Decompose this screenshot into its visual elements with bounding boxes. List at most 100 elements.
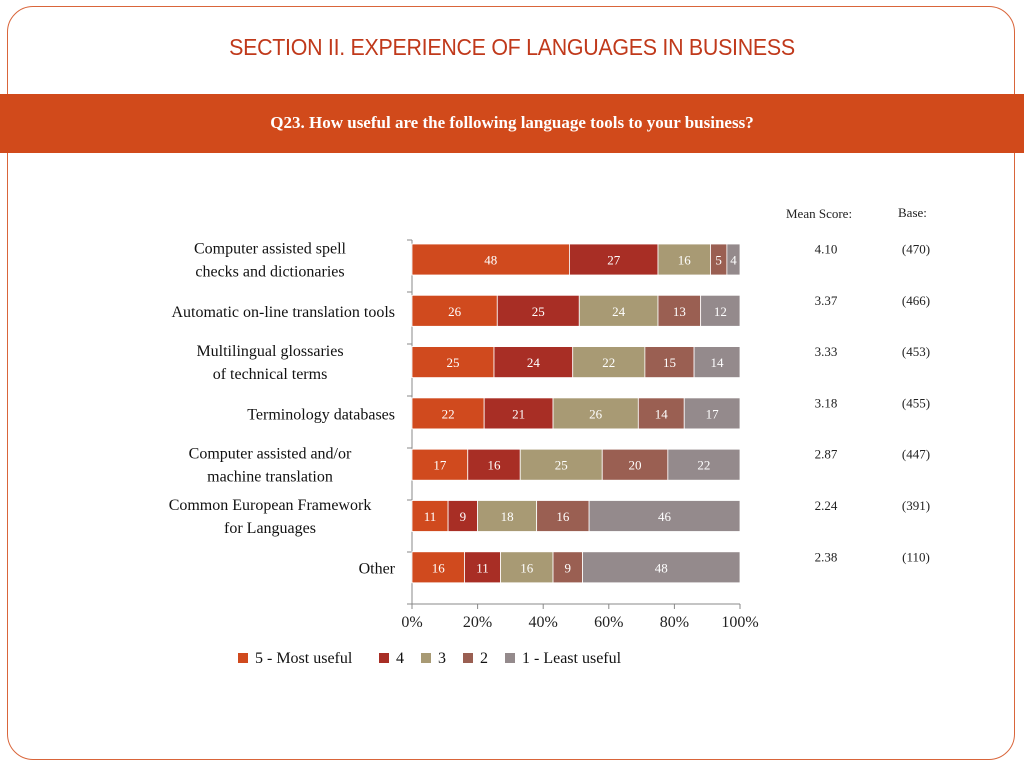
bar-value-label: 9 xyxy=(565,560,572,575)
bar-segment xyxy=(411,243,570,276)
bar-segment xyxy=(644,346,695,379)
bar-value-label: 21 xyxy=(512,406,525,421)
x-tick-label: 0% xyxy=(401,614,422,631)
legend-swatch xyxy=(463,653,473,663)
x-tick-label: 100% xyxy=(721,614,758,631)
bar-segment xyxy=(411,551,465,584)
bar-value-label: 11 xyxy=(476,560,489,575)
category-label: Common European Framework xyxy=(169,497,372,514)
bar-segment xyxy=(552,551,583,584)
bar-value-label: 4 xyxy=(730,253,737,268)
bar-value-label: 17 xyxy=(433,458,447,473)
bar-segment xyxy=(726,243,741,276)
bar-segment xyxy=(667,448,741,481)
bar-segment xyxy=(464,551,501,584)
bar-value-label: 27 xyxy=(607,253,621,268)
base-header: Base: xyxy=(898,205,927,220)
category-label: Multilingual glossaries xyxy=(196,343,343,360)
bar-segment xyxy=(496,294,580,327)
bar-value-label: 26 xyxy=(589,406,603,421)
bar-value-label: 12 xyxy=(714,304,727,319)
bar-value-label: 16 xyxy=(556,509,570,524)
bar-segment xyxy=(411,397,485,430)
mean-score-value: 4.10 xyxy=(815,242,838,257)
legend-label: 1 - Least useful xyxy=(522,650,622,667)
x-tick-label: 20% xyxy=(463,614,492,631)
bar-value-label: 24 xyxy=(612,304,626,319)
category-label: checks and dictionaries xyxy=(195,264,344,281)
category-label: machine translation xyxy=(207,469,333,486)
base-value: (470) xyxy=(902,242,930,257)
category-label: Terminology databases xyxy=(247,406,395,423)
category-label: Automatic on-line translation tools xyxy=(171,304,395,321)
bar-value-label: 13 xyxy=(673,304,686,319)
bar-segment xyxy=(693,346,741,379)
legend-swatch xyxy=(238,653,248,663)
category-label: Other xyxy=(359,560,396,577)
base-value: (391) xyxy=(902,498,930,513)
category-label: Computer assisted and/or xyxy=(189,446,352,463)
bar-segment xyxy=(500,551,554,584)
bar-value-label: 46 xyxy=(658,509,672,524)
bar-value-label: 25 xyxy=(555,458,568,473)
category-label: for Languages xyxy=(224,520,316,537)
bar-segment xyxy=(411,448,469,481)
slide-title: SECTION II. EXPERIENCE OF LANGUAGES IN B… xyxy=(229,34,795,60)
bar-segment xyxy=(411,294,498,327)
category-label: Computer assisted spell xyxy=(194,241,347,258)
x-tick-label: 40% xyxy=(529,614,558,631)
bar-segment xyxy=(569,243,659,276)
bar-value-label: 15 xyxy=(663,355,676,370)
bar-segment xyxy=(519,448,603,481)
bar-value-label: 16 xyxy=(520,560,534,575)
bar-value-label: 18 xyxy=(501,509,514,524)
base-value: (447) xyxy=(902,447,930,462)
bar-value-label: 14 xyxy=(655,406,669,421)
mean-score-header: Mean Score: xyxy=(786,206,853,221)
mean-score-value: 2.87 xyxy=(815,447,838,462)
mean-score-value: 3.18 xyxy=(815,395,838,410)
x-tick-label: 60% xyxy=(594,614,623,631)
bar-value-label: 25 xyxy=(447,355,460,370)
base-value: (455) xyxy=(902,395,930,410)
bar-value-label: 14 xyxy=(711,355,725,370)
bar-value-label: 24 xyxy=(527,355,541,370)
question-banner xyxy=(0,94,1024,153)
bar-value-label: 16 xyxy=(488,458,502,473)
bar-value-label: 22 xyxy=(442,406,455,421)
bar-segment xyxy=(588,500,741,532)
bar-segment xyxy=(700,294,741,327)
legend-label: 3 xyxy=(438,650,446,667)
bar-segment xyxy=(536,500,590,532)
bar-value-label: 5 xyxy=(715,253,722,268)
bar-value-label: 22 xyxy=(602,355,615,370)
bar-value-label: 26 xyxy=(448,304,462,319)
mean-score-value: 2.38 xyxy=(815,549,838,564)
legend-swatch xyxy=(379,653,389,663)
bar-value-label: 16 xyxy=(678,253,692,268)
legend-swatch xyxy=(505,653,515,663)
bar-value-label: 9 xyxy=(460,509,467,524)
bar-value-label: 48 xyxy=(484,253,497,268)
bar-segment xyxy=(483,397,554,430)
legend-label: 4 xyxy=(396,650,404,667)
bar-segment xyxy=(578,294,659,327)
legend-label: 5 - Most useful xyxy=(255,650,353,667)
category-label: of technical terms xyxy=(213,366,328,383)
bar-value-label: 16 xyxy=(432,560,446,575)
bar-segment xyxy=(637,397,685,430)
bar-segment xyxy=(683,397,741,430)
bar-segment xyxy=(582,551,741,584)
bar-value-label: 17 xyxy=(706,406,720,421)
mean-score-value: 2.24 xyxy=(815,498,838,513)
bar-value-label: 48 xyxy=(655,560,668,575)
x-tick-label: 80% xyxy=(660,614,689,631)
slide-frame xyxy=(7,6,1015,760)
bar-value-label: 11 xyxy=(424,509,437,524)
mean-score-value: 3.33 xyxy=(815,344,838,359)
base-value: (466) xyxy=(902,293,930,308)
bar-value-label: 20 xyxy=(629,458,642,473)
bar-segment xyxy=(467,448,521,481)
base-value: (453) xyxy=(902,344,930,359)
